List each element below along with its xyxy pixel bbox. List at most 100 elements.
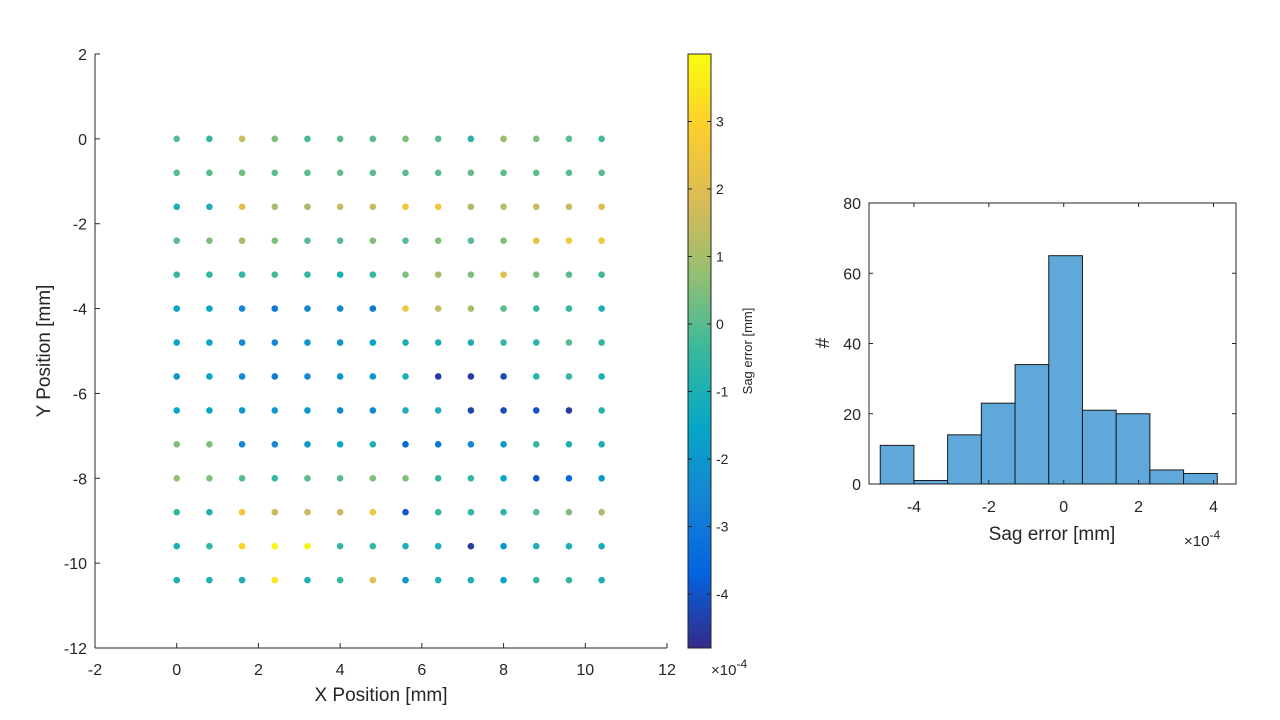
scatter-point	[500, 169, 507, 177]
scatter-y-tick-label: -12	[64, 641, 87, 658]
scatter-point	[532, 474, 540, 482]
scatter-point	[598, 271, 605, 278]
scatter-point	[598, 305, 605, 312]
scatter-point	[173, 576, 181, 584]
scatter-point	[173, 508, 181, 516]
scatter-point	[402, 169, 409, 177]
scatter-point	[402, 542, 409, 550]
scatter-x-tick-label: 12	[658, 662, 676, 679]
scatter-point	[402, 508, 409, 516]
scatter-point	[402, 576, 409, 584]
scatter-point	[238, 305, 246, 312]
scatter-point	[206, 135, 213, 143]
scatter-point	[598, 169, 605, 177]
scatter-point	[565, 135, 573, 143]
scatter-point	[500, 373, 507, 380]
scatter-point	[173, 542, 181, 550]
scatter-y-tick-label: -10	[64, 556, 87, 573]
scatter-point	[532, 339, 540, 346]
scatter-point	[598, 576, 605, 584]
histogram-y-ticks: 0 20 40 60 80	[843, 196, 1236, 494]
scatter-point	[206, 339, 213, 346]
scatter-point	[304, 474, 311, 482]
histogram-multiplier-base: ×10	[1184, 533, 1209, 550]
scatter-point	[369, 576, 377, 584]
scatter-point	[369, 271, 377, 278]
scatter-point	[532, 441, 540, 448]
histogram-bar	[980, 402, 1016, 485]
scatter-point	[369, 339, 377, 346]
colorbar-multiplier: ×10-4	[711, 657, 747, 679]
scatter-point	[336, 135, 344, 143]
scatter-y-ticks: -12 -10 -8 -6 -4 -2 0 2	[64, 47, 100, 658]
scatter-point	[206, 508, 213, 516]
scatter-point	[271, 203, 279, 211]
scatter-point	[467, 373, 475, 380]
scatter-point	[532, 271, 540, 278]
scatter-point	[271, 474, 279, 482]
scatter-point	[369, 373, 377, 380]
scatter-point	[336, 305, 344, 312]
scatter-point	[304, 203, 311, 211]
histogram-multiplier: ×10-4	[1184, 528, 1220, 550]
scatter-point	[434, 203, 442, 211]
scatter-y-tick-label: -6	[73, 386, 87, 403]
scatter-point	[238, 576, 246, 584]
scatter-point	[565, 339, 573, 346]
scatter-x-tick-label: -2	[88, 662, 102, 679]
colorbar-tick-label: 3	[716, 114, 724, 130]
scatter-point	[206, 169, 213, 177]
scatter-point	[336, 474, 344, 482]
colorbar-ticks: -4 -3 -2 -1 0 1 2 3	[688, 114, 729, 602]
colorbar-tick-label: -3	[716, 519, 729, 535]
histogram-y-tick-label: 40	[843, 337, 861, 354]
scatter-point	[173, 305, 181, 312]
scatter-point	[173, 441, 181, 448]
scatter-point	[532, 508, 540, 516]
scatter-point	[532, 542, 540, 550]
scatter-point	[173, 373, 181, 380]
scatter-x-label: X Position [mm]	[314, 685, 447, 706]
histogram-bars	[879, 255, 1218, 485]
scatter-point	[238, 407, 246, 414]
scatter-point	[304, 508, 311, 516]
scatter-y-tick-label: 2	[78, 47, 87, 64]
scatter-point	[467, 339, 475, 346]
histogram-bar	[1115, 413, 1151, 485]
scatter-point	[565, 305, 573, 312]
scatter-y-tick-label: -8	[73, 471, 87, 488]
scatter-x-tick-label: 4	[336, 662, 345, 679]
scatter-point	[434, 135, 442, 143]
scatter-point	[467, 271, 475, 278]
scatter-point	[434, 373, 442, 380]
scatter-plot: -2 0 2 4 6 8 10 12 -12 -10 -8 -6 -4 -2 0 2 X Position …	[34, 47, 676, 706]
scatter-point	[271, 373, 279, 380]
histogram-x-ticks: -4 -2 0 2 4	[907, 203, 1218, 516]
scatter-point	[173, 271, 181, 278]
histogram-bar	[879, 444, 915, 485]
scatter-point	[500, 508, 507, 516]
scatter-point	[336, 441, 344, 448]
scatter-point	[238, 203, 246, 211]
histogram-bar	[947, 434, 982, 485]
scatter-y-tick-label: 0	[78, 132, 87, 149]
scatter-x-tick-label: 8	[499, 662, 508, 679]
colorbar-gradient	[687, 53, 712, 649]
scatter-point	[467, 237, 475, 244]
histogram-y-tick-label: 0	[852, 477, 861, 494]
colorbar-label: Sag error [mm]	[740, 308, 755, 395]
scatter-point	[336, 169, 344, 177]
scatter-point	[500, 576, 507, 584]
scatter-point	[271, 576, 279, 584]
scatter-point	[467, 542, 475, 550]
scatter-point	[500, 441, 507, 448]
scatter-point	[238, 135, 246, 143]
scatter-point	[598, 407, 605, 414]
scatter-point	[336, 271, 344, 278]
scatter-point	[206, 474, 213, 482]
scatter-point	[304, 135, 311, 143]
scatter-point	[206, 373, 213, 380]
